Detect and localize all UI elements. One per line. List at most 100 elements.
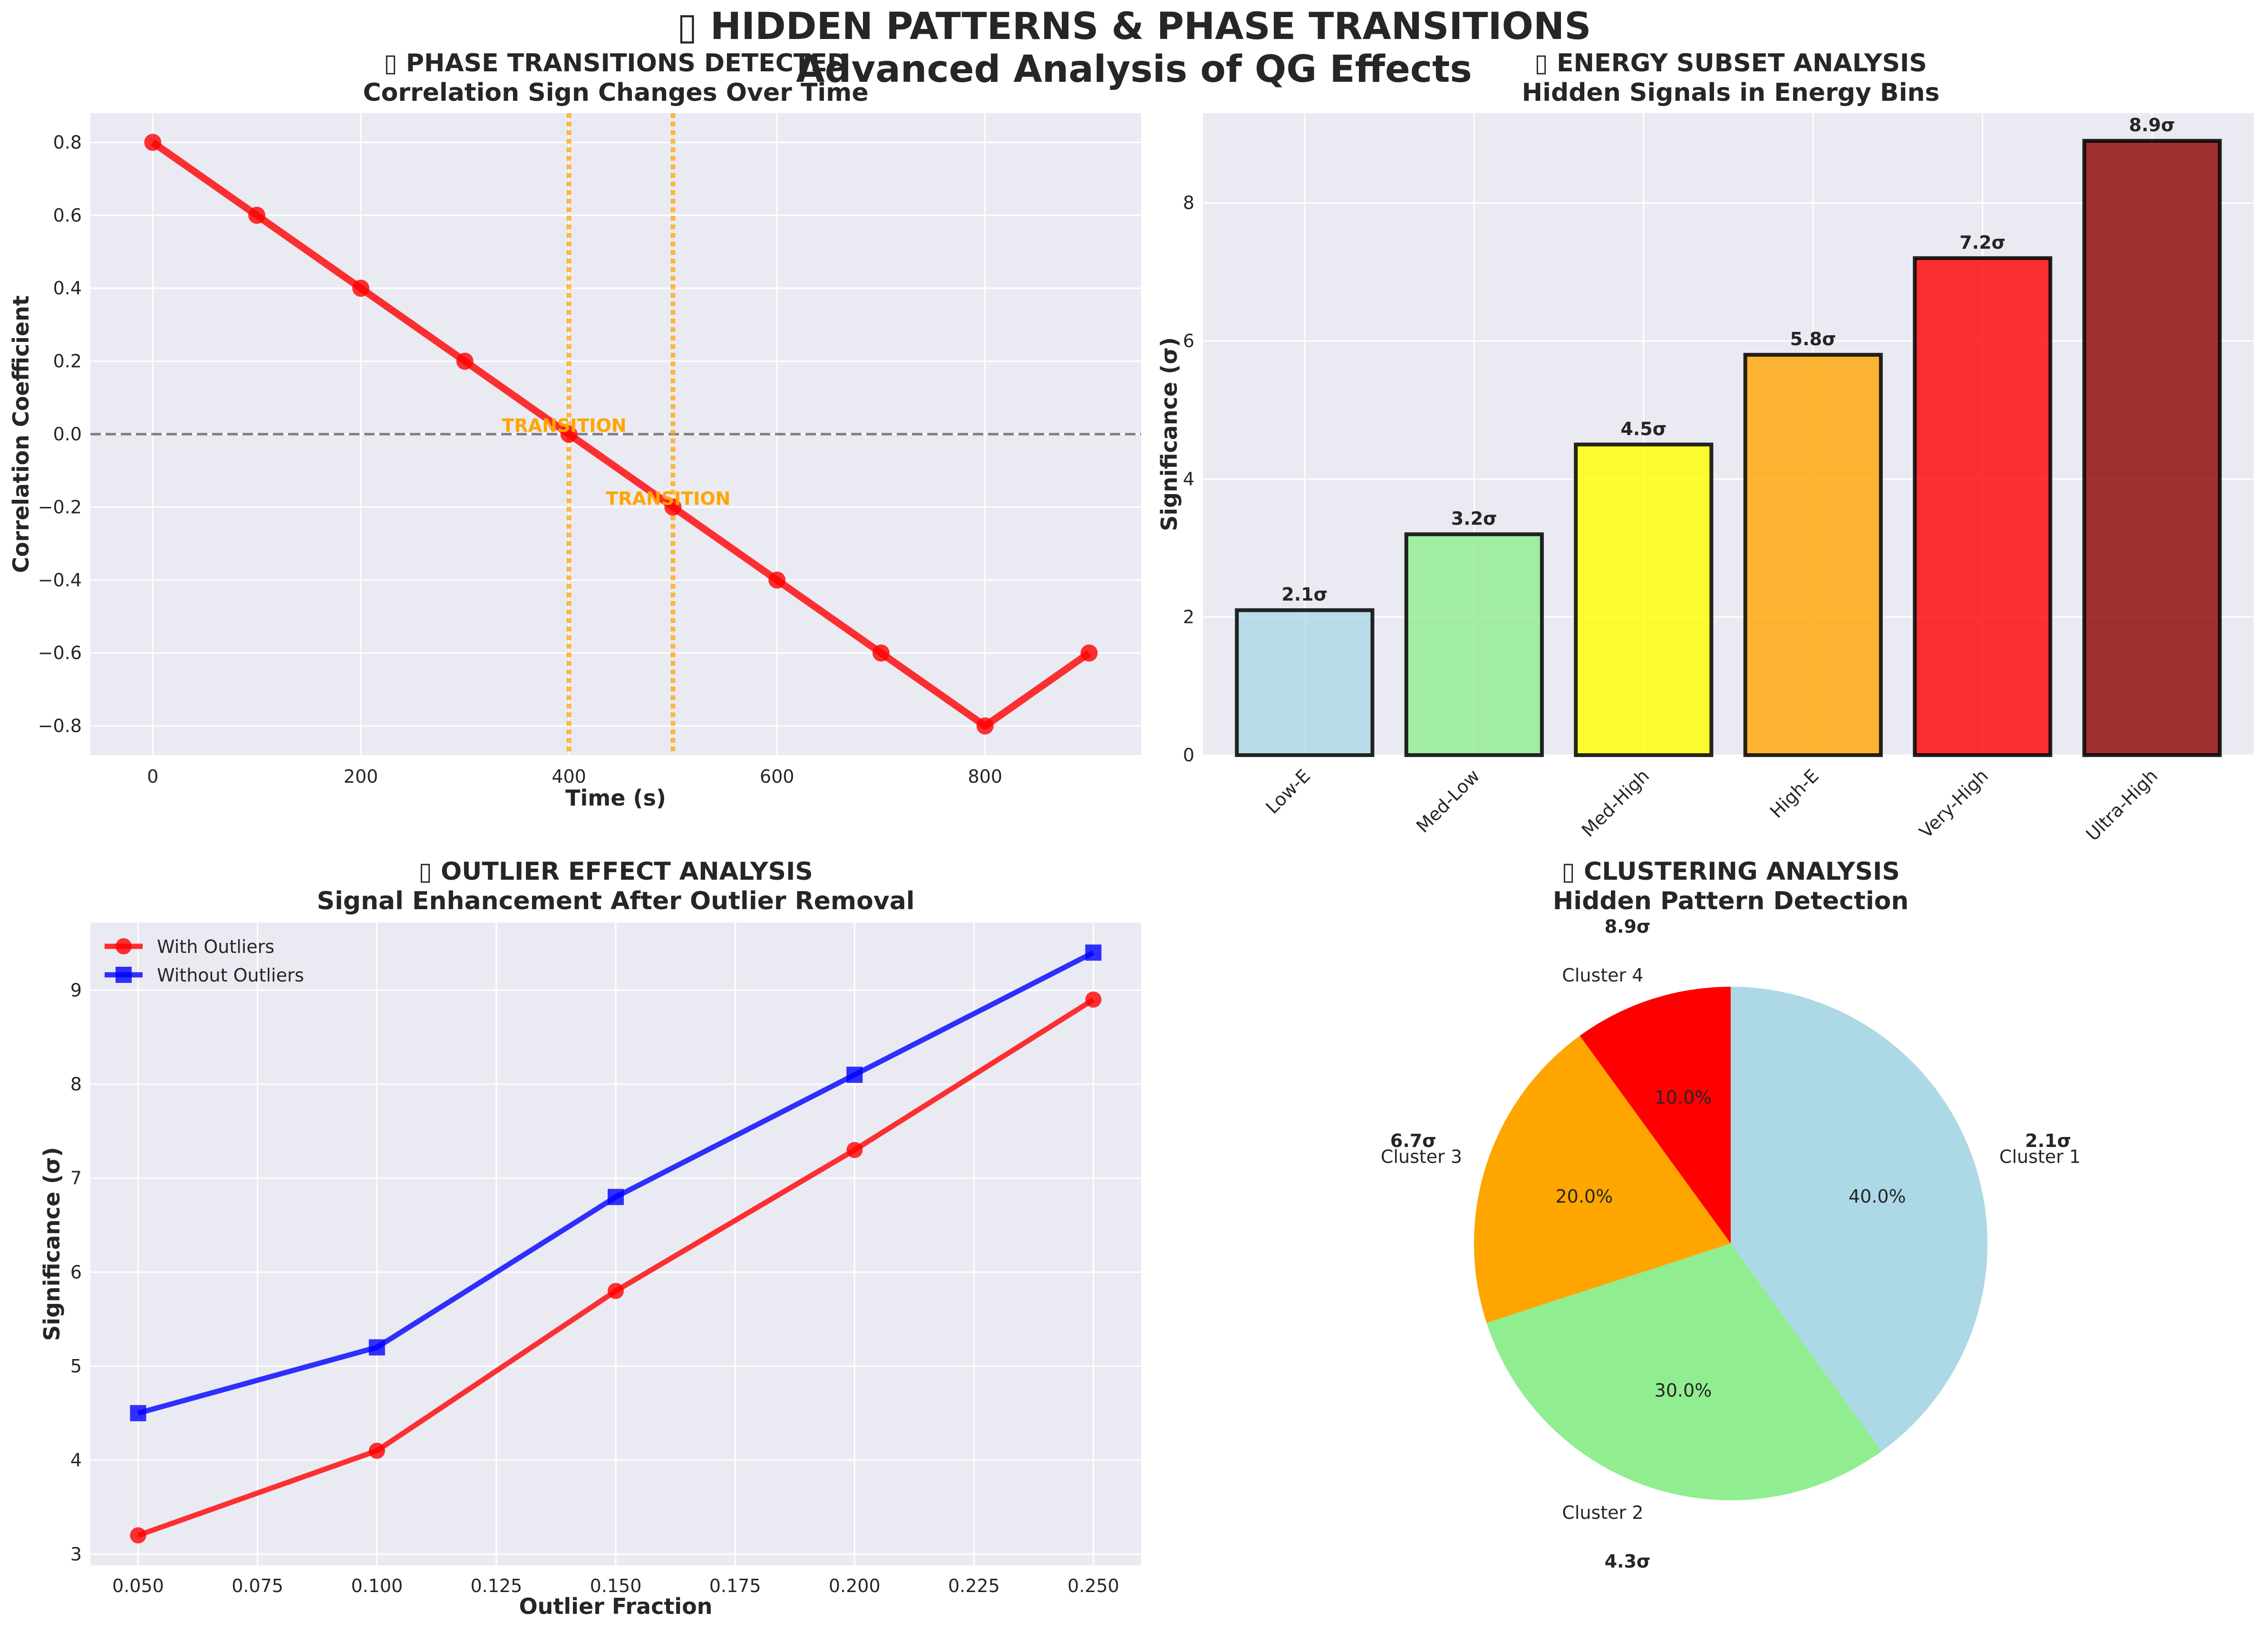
legend-marker-with-outliers: [116, 938, 132, 954]
phase-chart-title: ▯ PHASE TRANSITIONS DETECTED: [384, 49, 848, 78]
phase-data-point: [872, 644, 890, 662]
outlier-x-tick-label: 0.075: [232, 1575, 283, 1596]
outlier-y-tick-label: 6: [70, 1262, 82, 1282]
energy-bar-value-label: 4.5σ: [1620, 418, 1667, 439]
phase-y-tick-label: 0.2: [53, 351, 82, 372]
outlier-point-with-outliers: [130, 1527, 146, 1544]
cluster-pie-percent-label: 30.0%: [1655, 1380, 1712, 1401]
cluster-pie-name-label: Cluster 3: [1381, 1146, 1462, 1167]
energy-y-tick-label: 0: [1183, 745, 1194, 766]
outlier-point-without-outliers: [368, 1339, 385, 1356]
figure-title-line2: Advanced Analysis of QG Effects: [796, 48, 1472, 91]
cluster-pie-slice: [1486, 1243, 1882, 1501]
phase-data-point: [1080, 644, 1098, 662]
phase-chart-subtitle: Correlation Sign Changes Over Time: [363, 78, 868, 107]
outlier-point-with-outliers: [1085, 991, 1102, 1008]
outlier-point-without-outliers: [130, 1405, 146, 1421]
outlier-effect-chart: ▯ OUTLIER EFFECT ANALYSIS Signal Enhance…: [39, 857, 1141, 1619]
outlier-x-tick-label: 0.250: [1067, 1575, 1119, 1596]
phase-data-point: [976, 717, 994, 735]
outlier-point-without-outliers: [846, 1067, 863, 1083]
phase-data-point: [768, 571, 786, 589]
outlier-point-with-outliers: [846, 1142, 863, 1158]
cluster-chart-subtitle: Hidden Pattern Detection: [1553, 887, 1909, 915]
outlier-x-tick-label: 0.050: [112, 1575, 164, 1596]
legend-label-without-outliers: Without Outliers: [157, 965, 304, 986]
energy-bar-value-label: 7.2σ: [1959, 232, 2006, 253]
cluster-pie-name-label: Cluster 2: [1562, 1502, 1643, 1523]
energy-bar: [1235, 608, 1375, 757]
outlier-x-tick-label: 0.100: [351, 1575, 403, 1596]
cluster-pie-sigma-label: 4.3σ: [1605, 1551, 1651, 1572]
energy-chart-title: ▯ ENERGY SUBSET ANALYSIS: [1534, 49, 1927, 78]
energy-plot-area: [1203, 113, 2254, 755]
phase-data-point: [248, 206, 266, 224]
outlier-x-axis-label: Outlier Fraction: [519, 1593, 713, 1619]
cluster-pie-sigma-label: 8.9σ: [1605, 916, 1651, 937]
legend-marker-without-outliers: [116, 967, 132, 983]
phase-correlation-line: [150, 139, 1091, 730]
outlier-y-tick-label: 4: [70, 1450, 82, 1471]
cluster-pie-sigma-label: 2.1σ: [2025, 1130, 2071, 1151]
energy-subset-chart: ▯ ENERGY SUBSET ANALYSIS Hidden Signals …: [1156, 49, 2254, 845]
outlier-x-tick-label: 0.125: [470, 1575, 522, 1596]
cluster-pie-name-label: Cluster 4: [1562, 965, 1643, 986]
phase-transition-label: TRANSITION: [606, 488, 730, 509]
phase-y-tick-label: −0.4: [38, 570, 82, 591]
energy-y-axis-label: Significance (σ): [1156, 337, 1182, 531]
energy-chart-subtitle: Hidden Signals in Energy Bins: [1522, 78, 1940, 107]
energy-bar-value-label: 3.2σ: [1451, 508, 1497, 529]
energy-y-tick-label: 6: [1183, 330, 1194, 351]
outlier-y-tick-label: 9: [70, 980, 82, 1001]
energy-bar: [1574, 442, 1714, 757]
phase-data-point: [352, 280, 369, 297]
outlier-y-tick-label: 3: [70, 1544, 82, 1564]
clustering-pie-chart: ▯ CLUSTERING ANALYSIS Hidden Pattern Det…: [1381, 857, 2081, 1572]
outlier-y-tick-label: 7: [70, 1168, 82, 1189]
cluster-pie-sigma-label: 6.7σ: [1390, 1130, 1436, 1151]
phase-x-tick-label: 0: [147, 766, 158, 787]
outlier-point-with-outliers: [368, 1442, 385, 1459]
cluster-pie-percent-label: 20.0%: [1555, 1186, 1613, 1207]
cluster-pie-slice: [1731, 987, 1987, 1451]
cluster-pie-slice: [1474, 1036, 1731, 1323]
energy-bar-value-label: 2.1σ: [1281, 584, 1328, 605]
outlier-point-without-outliers: [608, 1189, 624, 1205]
outlier-x-tick-label: 0.225: [948, 1575, 1000, 1596]
energy-bar: [1743, 353, 1883, 757]
outlier-x-tick-label: 0.200: [829, 1575, 881, 1596]
figure-title-line1: ▯ HIDDEN PATTERNS & PHASE TRANSITIONS: [677, 5, 1591, 48]
outlier-x-tick-label: 0.175: [709, 1575, 761, 1596]
phase-x-tick-label: 400: [552, 766, 586, 787]
phase-x-tick-label: 600: [760, 766, 795, 787]
phase-y-axis-label: Correlation Coefficient: [8, 295, 34, 573]
outlier-legend: With Outliers Without Outliers: [105, 936, 304, 986]
phase-transition-label: TRANSITION: [502, 415, 626, 436]
phase-y-tick-label: 0.6: [53, 205, 82, 226]
phase-y-tick-label: 0.0: [53, 424, 82, 445]
legend-label-with-outliers: With Outliers: [157, 936, 274, 957]
outlier-chart-subtitle: Signal Enhancement After Outlier Removal: [317, 887, 914, 915]
cluster-pie-slice: [1580, 987, 1731, 1243]
energy-bar: [2082, 139, 2222, 757]
cluster-pie-percent-label: 40.0%: [1849, 1186, 1906, 1207]
phase-x-tick-label: 200: [344, 766, 378, 787]
outlier-chart-title: ▯ OUTLIER EFFECT ANALYSIS: [418, 857, 813, 886]
energy-bar: [1404, 532, 1544, 758]
energy-bar-value-label: 5.8σ: [1790, 329, 1836, 350]
phase-transitions-chart: ▯ PHASE TRANSITIONS DETECTED Correlation…: [8, 49, 1141, 811]
phase-data-point: [144, 134, 162, 151]
phase-data-point: [664, 498, 682, 516]
energy-y-tick-label: 4: [1183, 468, 1194, 489]
phase-y-tick-label: 0.8: [53, 132, 82, 153]
outlier-point-with-outliers: [608, 1282, 624, 1299]
phase-y-tick-label: −0.8: [38, 716, 82, 737]
phase-y-tick-label: −0.2: [38, 496, 82, 517]
energy-y-tick-label: 2: [1183, 607, 1194, 628]
cluster-chart-title: ▯ CLUSTERING ANALYSIS: [1561, 857, 1900, 886]
cluster-pie-name-label: Cluster 1: [1999, 1146, 2081, 1167]
phase-y-tick-label: −0.6: [38, 642, 82, 663]
phase-data-point: [560, 426, 578, 443]
cluster-pie-percent-label: 10.0%: [1655, 1087, 1712, 1108]
energy-y-tick-label: 8: [1183, 193, 1194, 214]
